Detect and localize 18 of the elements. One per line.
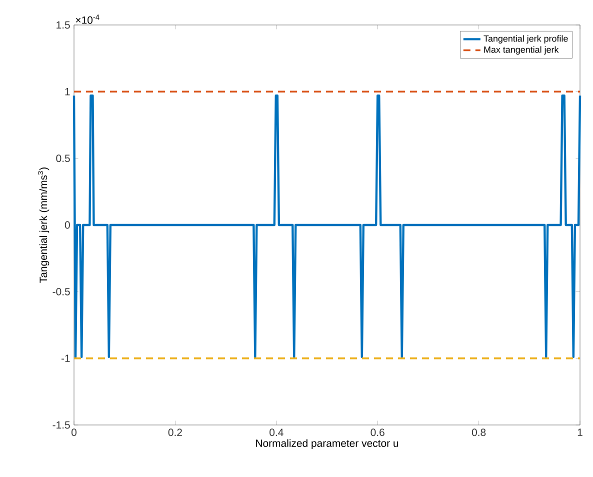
x-tick-label: 0.6 (370, 428, 384, 436)
x-tick-label: 1 (578, 428, 582, 436)
x-tick-label: 0.8 (472, 428, 486, 436)
x-tick-label: 0 (72, 428, 77, 436)
text: ×10$^{-4}$ (76, 14, 100, 24)
y-tick-label: -1.5 (52, 421, 70, 429)
y-tick-label: -1 (61, 354, 70, 362)
legend-label: Tangential jerk profile (484, 35, 568, 44)
y-tick-label: 1 (65, 88, 70, 96)
x-axis-title: Normalized parameter vector u (256, 439, 398, 449)
x-tick-label: 0.2 (168, 428, 182, 436)
legend-label: Max tangential jerk (484, 46, 559, 55)
y-tick-label: 0.5 (56, 154, 70, 162)
y-tick-label: 0 (64, 221, 70, 229)
y-tick-label: -0.5 (52, 288, 70, 296)
y-axis-title: Tangential jerk (mm/ms$^{3}$) (38, 168, 50, 283)
x-tick-label: 0.4 (270, 428, 284, 436)
y-tick-label: 1.5 (56, 21, 70, 29)
